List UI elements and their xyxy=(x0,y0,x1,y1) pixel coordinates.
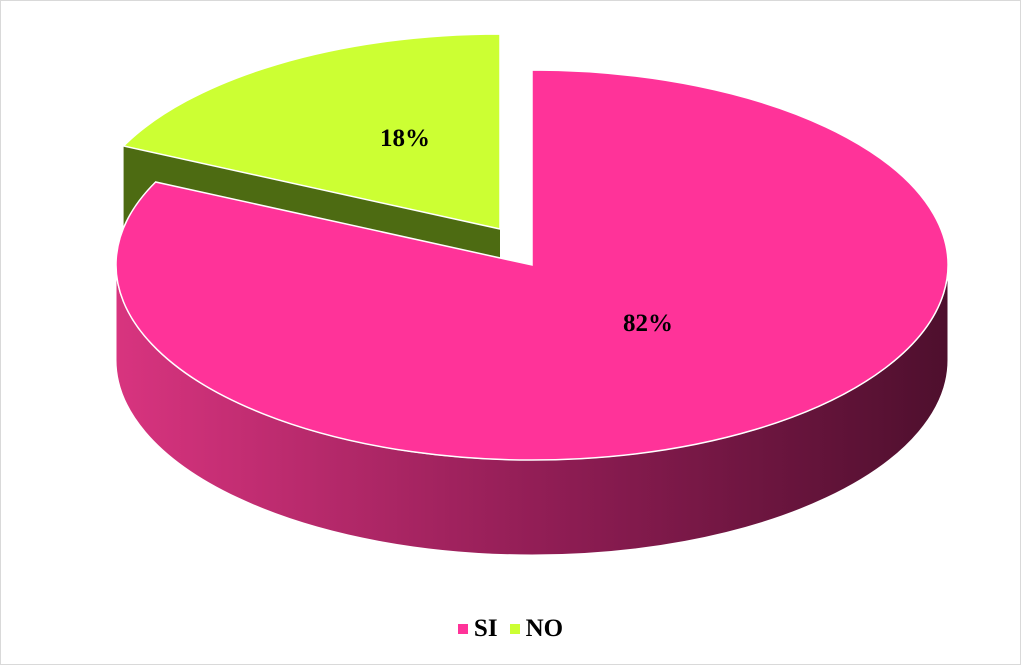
legend-swatch-no xyxy=(509,624,520,634)
slice-si xyxy=(115,69,949,461)
legend-label-no: NO xyxy=(525,615,564,642)
legend-entry-no: NO xyxy=(509,615,564,643)
legend-label-si: SI xyxy=(473,615,498,642)
legend-swatch-si xyxy=(457,624,468,634)
data-label-no: 18% xyxy=(380,125,430,152)
legend-entry-si: SI xyxy=(457,615,498,643)
labels-layer: 82% 18% xyxy=(380,125,673,337)
data-label-si: 82% xyxy=(623,310,673,337)
legend: SI NO xyxy=(0,615,1021,643)
slices-layer xyxy=(115,33,949,556)
slice-no xyxy=(122,33,501,230)
